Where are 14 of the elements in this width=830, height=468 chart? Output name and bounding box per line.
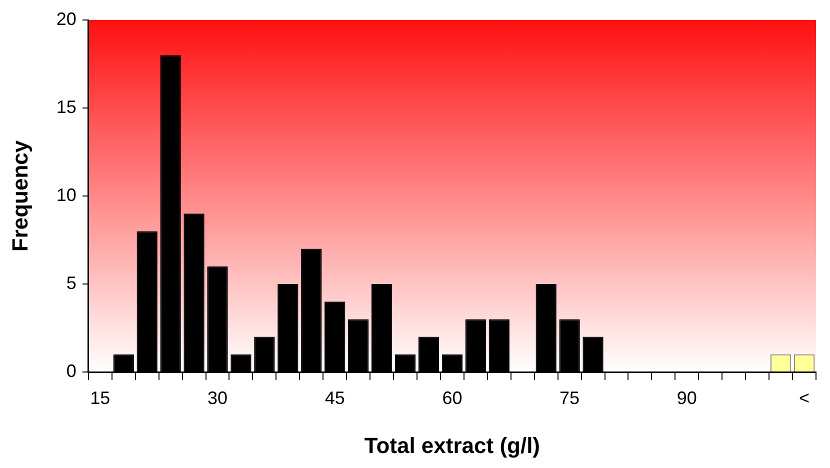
- y-axis-title: Frequency: [7, 140, 32, 252]
- x-tick-label: 30: [207, 388, 228, 408]
- y-tick-label: 5: [66, 272, 76, 293]
- y-tick-label: 0: [66, 360, 76, 381]
- x-axis-title: Total extract (g/l): [364, 432, 540, 458]
- y-tick-label: 10: [56, 184, 76, 205]
- x-tick-label: 90: [676, 388, 697, 408]
- x-tick-label: <: [799, 388, 810, 408]
- x-tick-label: 60: [442, 388, 462, 408]
- x-tick-label: 45: [324, 388, 345, 408]
- y-tick-label: 15: [56, 96, 76, 117]
- x-tick-label: 75: [560, 388, 580, 408]
- y-tick-label: 20: [56, 8, 76, 29]
- x-tick-label: 15: [90, 388, 110, 408]
